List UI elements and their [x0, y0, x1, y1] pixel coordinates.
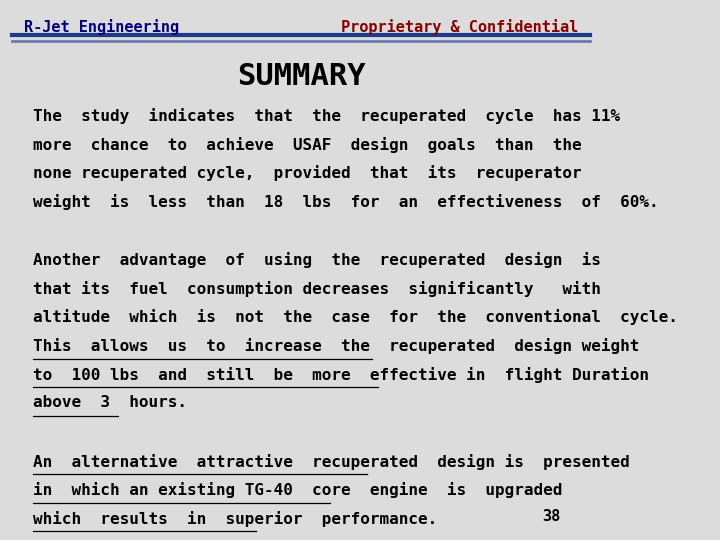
Text: none recuperated cycle,  provided  that  its  recuperator: none recuperated cycle, provided that it…: [33, 165, 582, 181]
Text: altitude  which  is  not  the  case  for  the  conventional  cycle.: altitude which is not the case for the c…: [33, 309, 678, 326]
Text: above  3  hours.: above 3 hours.: [33, 395, 187, 410]
Text: Another  advantage  of  using  the  recuperated  design  is: Another advantage of using the recuperat…: [33, 252, 601, 268]
Text: The  study  indicates  that  the  recuperated  cycle  has 11%: The study indicates that the recuperated…: [33, 108, 620, 124]
Text: to  100 lbs  and  still  be  more  effective in  flight Duration: to 100 lbs and still be more effective i…: [33, 367, 659, 383]
Text: Proprietary & Confidential: Proprietary & Confidential: [341, 19, 578, 35]
Text: An  alternative  attractive  recuperated  design is  presented: An alternative attractive recuperated de…: [33, 454, 639, 470]
Text: SUMMARY: SUMMARY: [237, 62, 366, 91]
Text: that its  fuel  consumption decreases  significantly   with: that its fuel consumption decreases sign…: [33, 281, 601, 297]
Text: which  results  in  superior  performance.: which results in superior performance.: [33, 511, 437, 527]
Text: 38: 38: [542, 509, 560, 524]
Text: more  chance  to  achieve  USAF  design  goals  than  the: more chance to achieve USAF design goals…: [33, 137, 582, 153]
Text: in  which an existing TG-40  core  engine  is  upgraded: in which an existing TG-40 core engine i…: [33, 482, 572, 498]
Text: This  allows  us  to  increase  the  recuperated  design weight: This allows us to increase the recuperat…: [33, 338, 649, 354]
Text: weight  is  less  than  18  lbs  for  an  effectiveness  of  60%.: weight is less than 18 lbs for an effect…: [33, 194, 659, 210]
Text: R-Jet Engineering: R-Jet Engineering: [24, 19, 179, 35]
